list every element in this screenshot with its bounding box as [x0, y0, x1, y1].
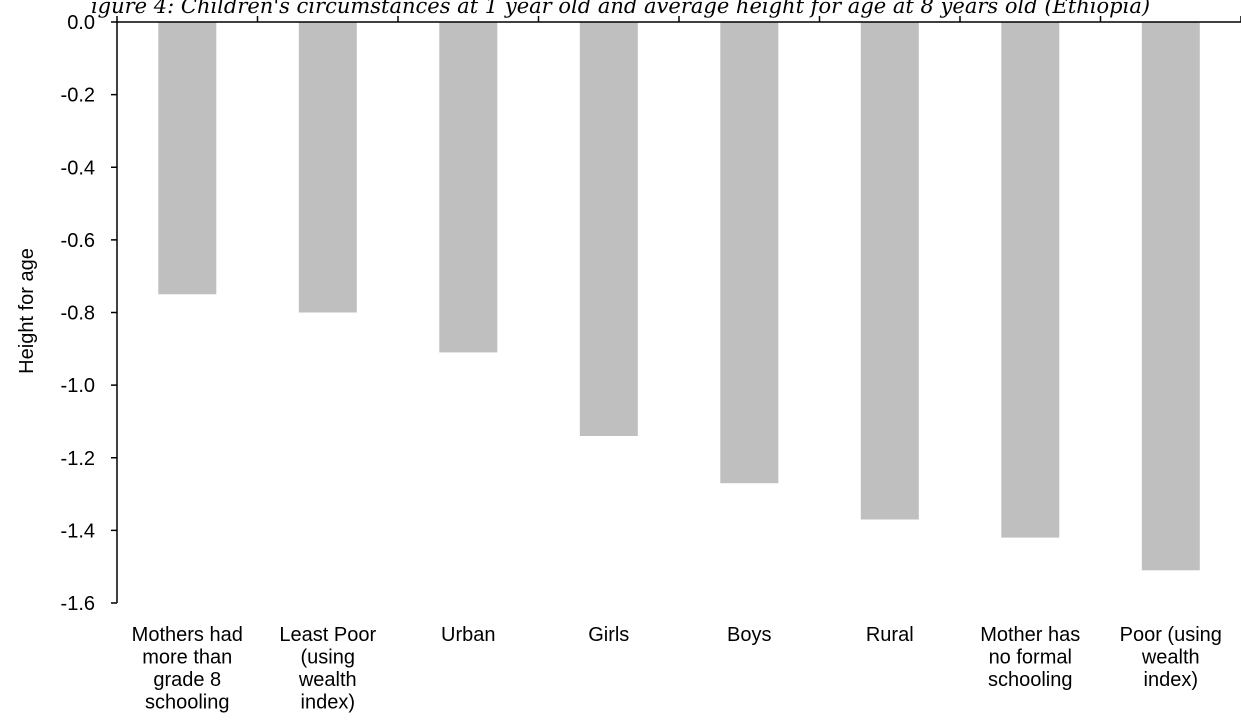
x-category-labels: Mothers had more than grade 8 schooling Leas… — [132, 624, 1222, 714]
x-category-label: Least Poor (using wealth index) — [279, 624, 376, 714]
x-category-label: Urban — [441, 624, 495, 646]
y-tick-label: -1.2 — [61, 448, 95, 470]
bars-group — [158, 22, 1200, 571]
x-category-label: Boys — [727, 624, 771, 646]
bar-1 — [298, 22, 357, 313]
y-tick-labels: 0.0 -0.2 -0.4 -0.6 -0.8 -1.0 -1.2 -1.4 -1.6 — [61, 12, 117, 615]
y-tick-label: -0.4 — [61, 157, 95, 179]
y-tick-label: -0.2 — [61, 85, 95, 107]
y-tick-label: 0.0 — [67, 12, 95, 34]
bar-4 — [720, 22, 779, 484]
chart-title: igure 4: Children's circumstances at 1 y… — [90, 0, 1151, 18]
x-category-label: Poor (using wealth index) — [1120, 624, 1222, 691]
bar-0 — [158, 22, 217, 295]
x-category-label: Rural — [866, 624, 914, 646]
x-category-label: Girls — [588, 624, 629, 646]
y-tick-label: -1.4 — [61, 520, 95, 542]
bar-7 — [1141, 22, 1200, 571]
y-tick-label: -1.6 — [61, 593, 95, 615]
x-category-label: Mother has no formal schooling — [980, 624, 1080, 691]
bar-6 — [1001, 22, 1060, 538]
y-tick-label: -1.0 — [61, 375, 95, 397]
bar-5 — [860, 22, 919, 520]
x-category-label: Mothers had more than grade 8 schooling — [132, 624, 243, 714]
y-tick-label: -0.8 — [61, 303, 95, 325]
bar-2 — [439, 22, 498, 353]
bar-3 — [579, 22, 638, 436]
axes-group — [116, 16, 1241, 603]
y-axis-title: Height for age — [16, 248, 38, 374]
y-tick-label: -0.6 — [61, 230, 95, 252]
